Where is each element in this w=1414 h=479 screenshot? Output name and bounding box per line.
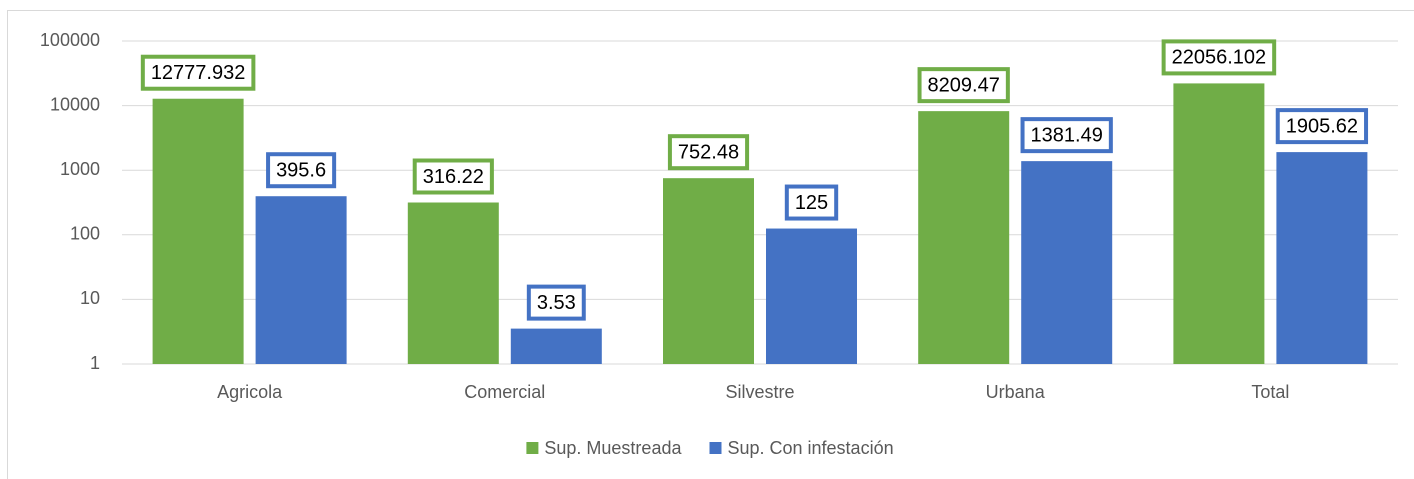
value-label: 125 (795, 192, 828, 214)
value-label-box (1020, 117, 1113, 154)
legend-label: Sup. Con infestación (727, 438, 893, 458)
value-label: 1381.49 (1031, 124, 1103, 146)
value-label: 1905.62 (1286, 115, 1358, 137)
bar (152, 98, 244, 364)
x-tick-label: Urbana (986, 382, 1046, 402)
y-tick-label: 10 (80, 288, 100, 308)
value-label-box (526, 284, 586, 321)
y-tick-label: 1000 (60, 159, 100, 179)
legend-label: Sup. Muestreada (544, 438, 682, 458)
bar (255, 196, 347, 364)
chart-frame (7, 10, 1414, 479)
y-tick-label: 100 (70, 224, 100, 244)
value-label-box (1275, 108, 1369, 145)
y-tick-label: 1 (90, 353, 100, 373)
value-label-box (140, 54, 256, 91)
value-label: 12777.932 (151, 62, 246, 84)
legend-swatch (709, 442, 722, 454)
bar (766, 228, 857, 364)
bar (1276, 152, 1368, 364)
x-tick-label: Agricola (217, 382, 283, 402)
y-tick-label: 10000 (50, 94, 100, 114)
y-tick-label: 100000 (40, 30, 100, 50)
x-tick-label: Silvestre (725, 382, 794, 402)
bar (510, 328, 602, 364)
value-label: 316.22 (423, 166, 484, 188)
bar (918, 111, 1010, 364)
legend-swatch (526, 442, 539, 454)
bar (407, 202, 499, 364)
value-label: 3.53 (537, 292, 576, 314)
x-tick-label: Total (1251, 382, 1289, 402)
value-label-box (412, 158, 494, 195)
bar (1021, 161, 1113, 364)
value-label-box (266, 152, 337, 189)
value-label-box (667, 134, 750, 171)
value-label-box (1161, 39, 1277, 76)
value-label: 22056.102 (1172, 47, 1267, 69)
value-label: 752.48 (678, 141, 739, 163)
value-label-box (917, 67, 1010, 104)
value-label: 395.6 (276, 159, 326, 181)
value-label-box (784, 184, 839, 221)
x-tick-label: Comercial (464, 382, 545, 402)
bar (663, 178, 754, 364)
value-label: 8209.47 (928, 74, 1000, 96)
bar (1173, 83, 1265, 364)
